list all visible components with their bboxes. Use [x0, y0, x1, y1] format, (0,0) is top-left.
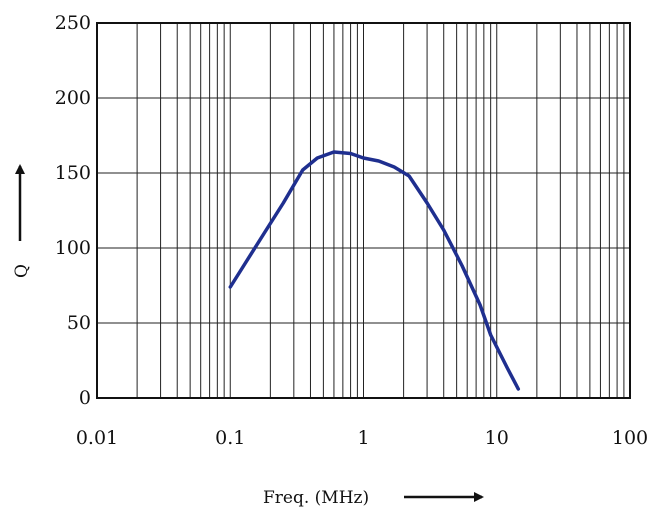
y-tick-label: 0	[79, 387, 91, 409]
x-tick-label: 10	[485, 427, 509, 449]
y-tick-label: 200	[55, 87, 91, 109]
x-tick-label: 100	[612, 427, 648, 449]
x-tick-labels: 0.01 0.1 1 10 100	[76, 427, 648, 449]
x-axis-label: Freq. (MHz)	[263, 488, 369, 508]
y-axis-label: Q	[12, 264, 32, 278]
y-tick-label: 100	[55, 237, 91, 259]
x-tick-label: 1	[357, 427, 369, 449]
grid-lines	[97, 23, 630, 398]
x-tick-label: 0.1	[215, 427, 245, 449]
x-tick-label: 0.01	[76, 427, 118, 449]
series-layer	[228, 150, 521, 391]
y-tick-label: 250	[55, 12, 91, 34]
y-tick-labels: 0 50 100 150 200 250	[55, 12, 91, 409]
y-tick-label: 50	[67, 312, 91, 334]
series-line	[228, 150, 521, 391]
plot-frame	[96, 22, 631, 399]
y-tick-label: 150	[55, 162, 91, 184]
